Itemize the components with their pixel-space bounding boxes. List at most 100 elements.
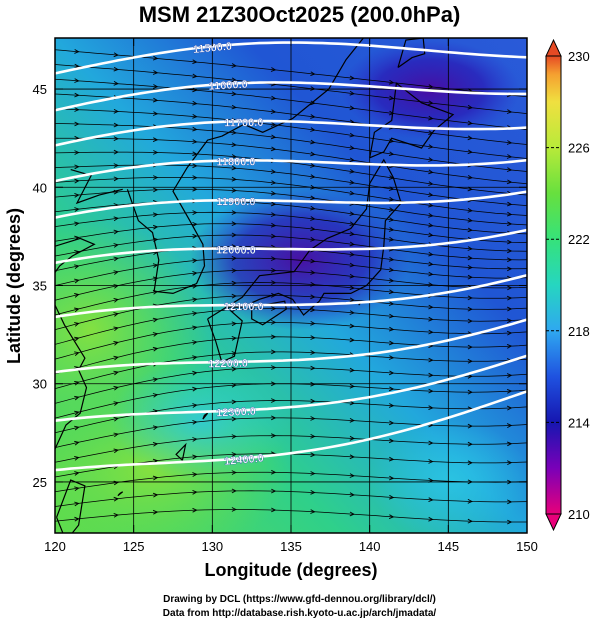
wind-arrow bbox=[231, 280, 237, 286]
y-tick-label: 35 bbox=[33, 279, 47, 294]
height-contour bbox=[55, 318, 527, 374]
wind-arrow bbox=[271, 381, 277, 387]
wind-arrow bbox=[270, 169, 277, 174]
wind-arrow bbox=[231, 176, 237, 182]
wind-arrow bbox=[428, 497, 434, 503]
wind-arrow bbox=[349, 297, 355, 303]
wind-arrow bbox=[192, 270, 198, 276]
wind-arrow bbox=[113, 496, 119, 502]
wind-streamline bbox=[55, 123, 527, 172]
wind-streamline bbox=[55, 223, 527, 252]
wind-arrow bbox=[231, 91, 237, 97]
wind-arrow bbox=[349, 252, 355, 257]
wind-arrow bbox=[74, 207, 80, 212]
wind-streamline bbox=[55, 64, 527, 114]
wind-arrow bbox=[271, 433, 277, 439]
x-tick-label: 130 bbox=[201, 539, 223, 554]
contour-label: 11800.0 bbox=[216, 156, 255, 168]
wind-streamline bbox=[55, 308, 527, 345]
wind-streamline bbox=[55, 108, 527, 159]
wind-arrow bbox=[231, 142, 237, 148]
wind-streamline bbox=[55, 200, 527, 235]
wind-arrow bbox=[192, 114, 198, 119]
wind-arrow bbox=[388, 257, 395, 262]
wind-arrow bbox=[428, 157, 434, 162]
wind-arrow bbox=[310, 434, 316, 439]
wind-arrow bbox=[74, 121, 80, 127]
wind-arrow bbox=[506, 239, 513, 245]
wind-arrow bbox=[74, 410, 80, 416]
wind-arrow bbox=[231, 470, 237, 475]
wind-streamline bbox=[55, 294, 527, 331]
wind-arrow bbox=[152, 84, 159, 89]
wind-arrow bbox=[270, 233, 277, 239]
wind-arrow bbox=[467, 186, 473, 192]
wind-arrow bbox=[310, 139, 316, 145]
wind-arrow bbox=[192, 370, 198, 376]
wind-arrow bbox=[310, 365, 316, 371]
wind-arrow bbox=[113, 136, 119, 142]
wind-arrow bbox=[506, 211, 513, 217]
wind-arrow bbox=[152, 289, 159, 295]
wind-arrow bbox=[310, 195, 316, 201]
wind-streamline bbox=[55, 383, 527, 419]
wind-arrow bbox=[388, 289, 395, 295]
wind-arrow bbox=[231, 188, 237, 193]
wind-arrow bbox=[270, 256, 277, 261]
height-contour bbox=[55, 119, 527, 147]
x-tick-label: 140 bbox=[359, 539, 381, 554]
wind-arrow bbox=[153, 187, 159, 193]
height-contour bbox=[55, 354, 527, 423]
coastline bbox=[117, 491, 124, 497]
wind-arrow bbox=[113, 52, 119, 58]
wind-arrow bbox=[113, 385, 119, 391]
coastline bbox=[55, 237, 96, 451]
wind-arrow bbox=[113, 149, 119, 155]
wind-arrow bbox=[231, 293, 237, 299]
wind-arrow bbox=[74, 264, 80, 269]
colorbar-tick-label: 230 bbox=[568, 49, 590, 64]
wind-arrow bbox=[231, 165, 237, 171]
wind-arrow bbox=[310, 282, 316, 287]
wind-arrow bbox=[428, 316, 434, 322]
wind-arrow bbox=[270, 122, 277, 127]
wind-arrow bbox=[310, 381, 316, 387]
wind-arrow bbox=[192, 59, 198, 65]
wind-arrow bbox=[310, 490, 316, 495]
wind-arrow bbox=[467, 227, 473, 233]
wind-arrow bbox=[192, 340, 198, 345]
contour-label: 12000.0 bbox=[216, 244, 256, 256]
colorbar-min-arrow bbox=[545, 513, 562, 532]
wind-arrow bbox=[310, 151, 316, 157]
wind-arrow bbox=[467, 217, 473, 223]
height-contour bbox=[55, 390, 527, 472]
wind-arrow bbox=[349, 435, 355, 441]
wind-arrow bbox=[310, 86, 316, 91]
wind-arrow bbox=[310, 270, 316, 275]
wind-arrow bbox=[428, 213, 434, 218]
wind-streamline bbox=[55, 282, 527, 316]
wind-streamline bbox=[55, 49, 527, 98]
wind-arrow bbox=[467, 318, 473, 324]
wind-arrow bbox=[506, 318, 513, 324]
wind-arrow bbox=[152, 509, 159, 515]
wind-arrow bbox=[74, 380, 80, 386]
x-tick-label: 125 bbox=[123, 539, 145, 554]
coastline bbox=[70, 169, 123, 205]
wind-arrow bbox=[113, 432, 119, 438]
contour-label: 12300.0 bbox=[216, 406, 256, 420]
wind-arrow bbox=[192, 100, 198, 106]
colorbar-tick-label: 214 bbox=[568, 415, 590, 430]
wind-arrow bbox=[349, 211, 355, 216]
wind-arrow bbox=[467, 389, 473, 395]
wind-arrow bbox=[506, 179, 513, 185]
wind-arrow bbox=[270, 201, 277, 207]
wind-arrow bbox=[428, 202, 434, 208]
wind-arrow bbox=[349, 90, 355, 96]
wind-streamline bbox=[55, 435, 527, 463]
wind-arrow bbox=[428, 261, 434, 267]
y-tick-label: 30 bbox=[33, 377, 47, 392]
wind-arrow bbox=[388, 340, 395, 346]
wind-arrow bbox=[231, 452, 237, 457]
y-tick-label: 45 bbox=[33, 82, 47, 97]
